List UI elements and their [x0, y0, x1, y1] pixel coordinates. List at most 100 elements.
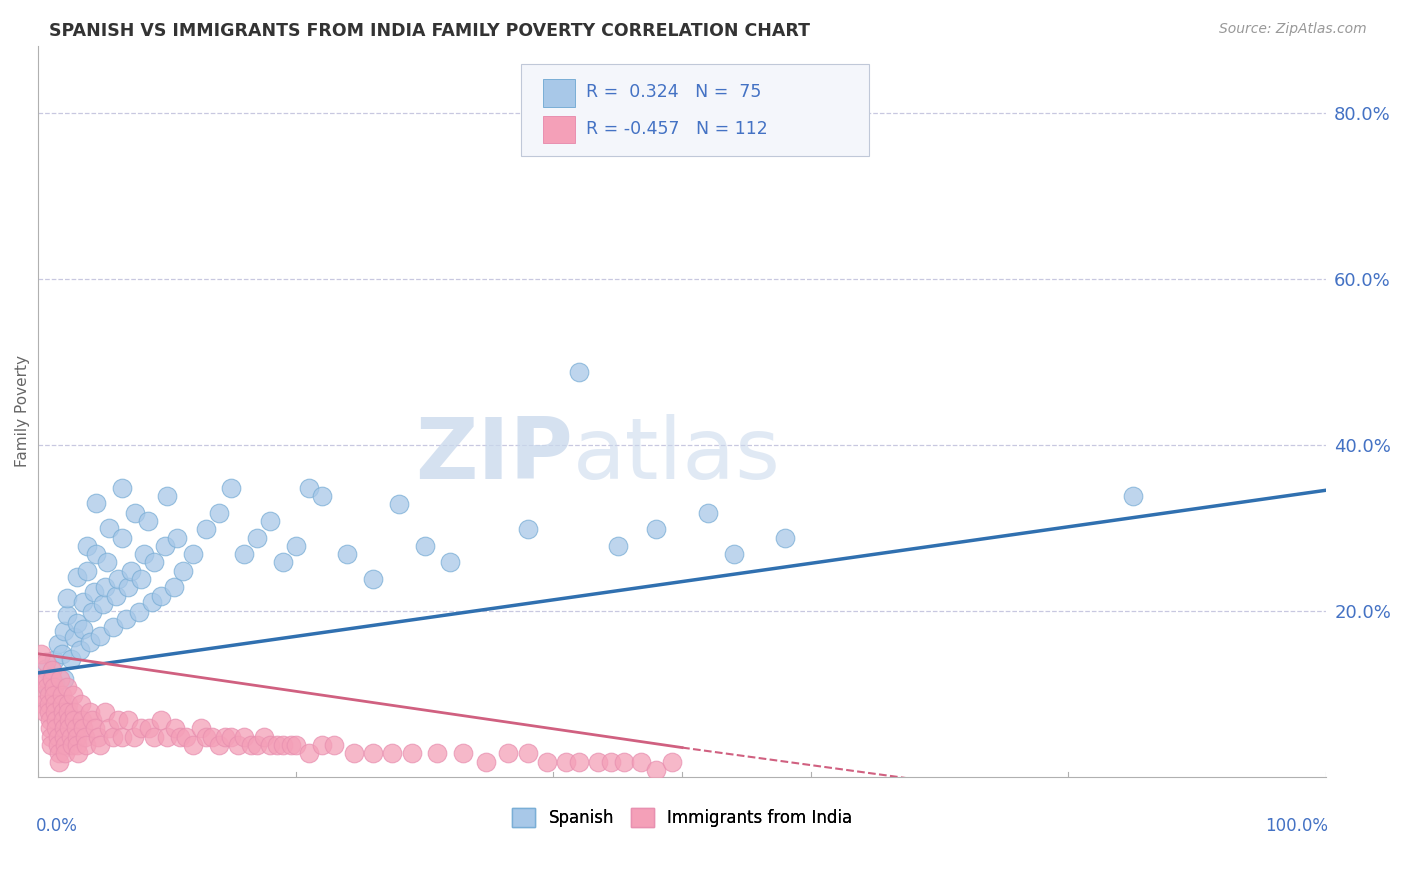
Point	[98, 722, 121, 736]
Point	[239, 738, 262, 752]
Point	[143, 556, 166, 570]
Point	[107, 713, 129, 727]
Point	[555, 755, 578, 769]
Point	[30, 647, 52, 661]
Point	[45, 722, 67, 736]
Point	[426, 747, 449, 761]
Point	[63, 713, 86, 727]
Point	[111, 531, 134, 545]
Point	[259, 514, 281, 528]
Point	[361, 572, 384, 586]
Point	[381, 747, 404, 761]
Point	[439, 556, 461, 570]
Point	[39, 730, 62, 744]
Point	[122, 730, 145, 744]
Point	[311, 738, 333, 752]
Point	[132, 547, 155, 561]
Point	[53, 722, 76, 736]
Point	[413, 539, 436, 553]
Point	[51, 688, 73, 702]
Point	[176, 730, 198, 744]
Point	[284, 539, 307, 553]
Point	[138, 722, 160, 736]
Point	[38, 697, 60, 711]
Point	[156, 489, 179, 503]
Point	[39, 670, 62, 684]
Point	[55, 591, 77, 606]
Text: ZIP: ZIP	[415, 414, 572, 497]
Point	[39, 722, 62, 736]
Point	[246, 531, 269, 545]
Point	[166, 531, 188, 545]
Point	[60, 738, 83, 752]
Point	[73, 730, 96, 744]
Point	[131, 722, 153, 736]
Point	[221, 481, 243, 495]
Point	[172, 564, 194, 578]
Point	[536, 755, 558, 769]
Point	[49, 672, 72, 686]
Point	[201, 730, 224, 744]
Point	[79, 635, 101, 649]
Point	[696, 506, 718, 520]
Point	[298, 481, 321, 495]
Point	[207, 506, 229, 520]
Point	[613, 755, 636, 769]
Point	[361, 747, 384, 761]
Point	[214, 730, 236, 744]
Point	[63, 630, 86, 644]
Point	[568, 755, 591, 769]
Point	[253, 730, 276, 744]
Point	[163, 722, 186, 736]
Point	[34, 705, 56, 719]
Point	[661, 755, 683, 769]
Point	[124, 506, 146, 520]
Point	[44, 697, 66, 711]
Text: R =  0.324   N =  75: R = 0.324 N = 75	[585, 83, 761, 101]
Point	[190, 722, 212, 736]
Point	[52, 713, 75, 727]
Point	[53, 738, 76, 752]
Point	[66, 570, 89, 584]
Point	[117, 581, 139, 595]
Point	[194, 730, 217, 744]
Point	[84, 547, 107, 561]
Point	[44, 705, 66, 719]
Point	[34, 662, 56, 676]
Point	[233, 547, 256, 561]
Point	[53, 747, 76, 761]
Point	[149, 713, 172, 727]
Point	[266, 738, 288, 752]
Point	[96, 556, 118, 570]
Point	[117, 713, 139, 727]
Point	[72, 622, 94, 636]
Point	[51, 647, 73, 661]
Point	[63, 705, 86, 719]
Text: R = -0.457   N = 112: R = -0.457 N = 112	[585, 120, 768, 137]
Point	[246, 738, 269, 752]
Point	[72, 595, 94, 609]
Point	[141, 595, 163, 609]
Point	[136, 514, 159, 528]
Point	[55, 680, 77, 694]
Point	[181, 547, 204, 561]
Point	[388, 497, 411, 511]
Point	[101, 620, 124, 634]
Point	[588, 755, 610, 769]
Point	[38, 688, 60, 702]
Point	[51, 697, 73, 711]
Point	[516, 522, 538, 536]
Point	[75, 738, 97, 752]
Point	[115, 612, 138, 626]
Point	[39, 713, 62, 727]
Point	[67, 747, 90, 761]
Point	[35, 655, 58, 669]
Point	[66, 616, 89, 631]
Point	[83, 585, 105, 599]
Point	[259, 738, 281, 752]
Point	[723, 547, 745, 561]
Point	[451, 747, 474, 761]
Point	[41, 672, 63, 686]
Point	[401, 747, 423, 761]
Text: 100.0%: 100.0%	[1265, 817, 1329, 835]
